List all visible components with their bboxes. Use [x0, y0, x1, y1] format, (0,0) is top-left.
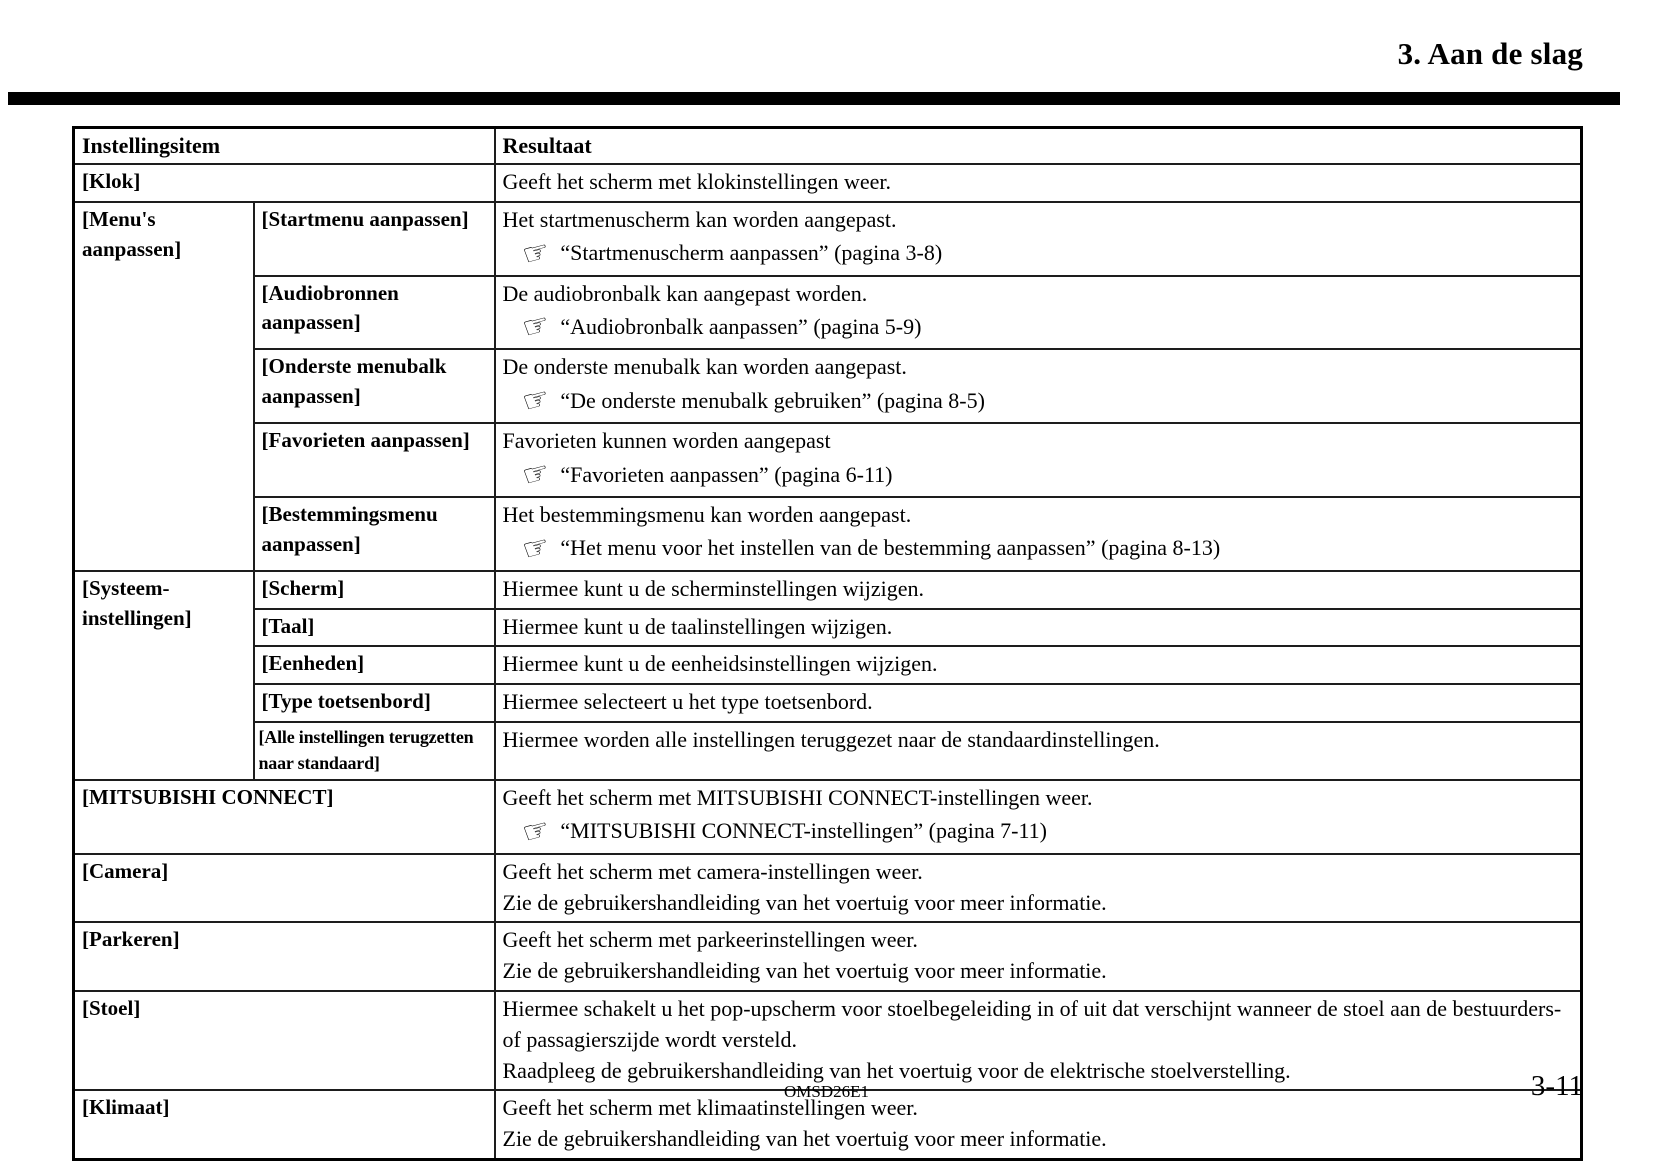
table-row: [Stoel] Hiermee schakelt u het pop-upsche… — [72, 990, 1583, 1092]
reference-text: “MITSUBISHI CONNECT-instellingen” (pagin… — [560, 818, 1047, 844]
table-row: [Parkeren] Geeft het scherm met parkeerin… — [72, 921, 1583, 993]
reference-text: “Favorieten aanpassen” (pagina 6-11) — [560, 461, 893, 487]
table-row: [Alle instellingen terugzetten naar stan… — [74, 720, 1583, 782]
result-text-line: Het startmenuscherm kan worden aangepast… — [502, 206, 897, 232]
pointing-hand-icon: ☞ — [518, 527, 554, 569]
result-text-line: Hiermee selecteert u het type toetsenbor… — [502, 689, 873, 715]
result-text-line: Hiermee schakelt u het pop-upscherm voor… — [502, 996, 1562, 1052]
reference-text: “Het menu voor het instellen van de best… — [560, 535, 1221, 561]
table-row: [MITSUBISHI CONNECT] Geeft het scherm met… — [72, 779, 1583, 855]
group-label-cell: [Systeem-instellingen] — [72, 569, 255, 782]
result-cell: Hiermee kunt u de scherminstellingen wij… — [493, 569, 1583, 610]
result-text-line: Geeft het scherm met klokinstellingen we… — [502, 169, 892, 195]
setting-item-cell: [Scherm] — [252, 569, 496, 610]
result-text-line: Geeft het scherm met MITSUBISHI CONNECT-… — [502, 785, 1093, 811]
chapter-title: 3. Aan de slag — [1397, 36, 1583, 71]
result-cell: Het startmenuscherm kan worden aangepast… — [493, 200, 1583, 277]
result-cell: Geeft het scherm met camera-instellingen… — [493, 852, 1583, 924]
setting-item-cell: [Parkeren] — [72, 921, 496, 993]
setting-item-cell: [Eenheden] — [252, 645, 496, 686]
pointing-hand-icon: ☞ — [518, 232, 554, 274]
result-text-line: Zie de gebruikershandleiding van het voe… — [502, 958, 1107, 984]
result-cell: Het bestemmingsmenu kan worden aangepast… — [493, 496, 1583, 572]
table-row: [Bestemmingsmenu aanpassen] Het bestemmin… — [74, 496, 1583, 572]
result-cell: De onderste menubalk kan worden aangepas… — [493, 348, 1583, 425]
pointing-hand-icon: ☞ — [518, 454, 554, 495]
reference-text: “De onderste menubalk gebruiken” (pagina… — [560, 387, 985, 413]
result-text-line: Raadpleeg de gebruikershandleiding van h… — [502, 1057, 1291, 1083]
reference-text: “Audiobronbalk aanpassen” (pagina 5-9) — [560, 314, 922, 340]
result-text-line: Favorieten kunnen worden aangepast — [502, 428, 831, 454]
result-cell: Hiermee schakelt u het pop-upscherm voor… — [493, 990, 1583, 1092]
column-header-item: Instellingsitem — [72, 126, 496, 166]
document-code: OMSD26E1 — [783, 1082, 870, 1101]
result-text-line: Het bestemmingsmenu kan worden aangepast… — [502, 502, 912, 528]
setting-item-cell: [Bestemmingsmenu aanpassen] — [252, 496, 496, 572]
result-cell: Hiermee selecteert u het type toetsenbor… — [493, 683, 1583, 723]
page-number: 3-11 — [1530, 1070, 1583, 1102]
result-text-line: Geeft het scherm met camera-instellingen… — [502, 858, 923, 884]
reference-line: ☞ “Audiobronbalk aanpassen” (pagina 5-9) — [503, 306, 1574, 348]
table-row: [Eenheden] Hiermee kunt u de eenheidsinst… — [74, 645, 1583, 686]
setting-item-cell: [Startmenu aanpassen] — [252, 200, 496, 277]
result-cell: Hiermee kunt u de eenheidsinstellingen w… — [493, 645, 1583, 686]
setting-item-cell: [Klimaat] — [72, 1089, 496, 1161]
reference-line: ☞ “Het menu voor het instellen van de bes… — [503, 527, 1574, 569]
pointing-hand-icon: ☞ — [518, 811, 554, 852]
result-cell: Geeft het scherm met MITSUBISHI CONNECT-… — [493, 779, 1583, 855]
reference-line: ☞ “Favorieten aanpassen” (pagina 6-11) — [503, 454, 1574, 495]
pointing-hand-icon: ☞ — [518, 380, 554, 422]
setting-item-cell: [Favorieten aanpassen] — [252, 422, 496, 499]
result-text-line: Hiermee kunt u de eenheidsinstellingen w… — [502, 651, 938, 677]
group-label-cell: [Menu's aanpassen] — [72, 200, 255, 572]
table-row: [Onderste menubalk aanpassen] De onderste… — [74, 348, 1583, 425]
result-cell: Geeft het scherm met klokinstellingen we… — [493, 163, 1583, 203]
setting-item-cell: [Klok] — [72, 163, 496, 203]
result-cell: Geeft het scherm met klimaatinstellingen… — [493, 1089, 1583, 1161]
settings-table-body: Instellingsitem Resultaat [Klok] Geeft he… — [72, 126, 1583, 1161]
result-text-line: Hiermee kunt u de taalinstellingen wijzi… — [502, 613, 893, 639]
settings-table: Instellingsitem Resultaat [Klok] Geeft he… — [72, 126, 1583, 1162]
setting-item-cell: [MITSUBISHI CONNECT] — [72, 779, 496, 855]
table-row: [Menu's aanpassen] [Startmenu aanpassen] H… — [72, 200, 1583, 572]
table-row: [Type toetsenbord] Hiermee selecteert u h… — [74, 683, 1583, 723]
result-cell: De audiobronbalk kan aangepast worden. ☞ “… — [493, 274, 1583, 351]
setting-item-cell: [Alle instellingen terugzetten naar stan… — [252, 720, 496, 782]
table-header-row: Instellingsitem Resultaat — [72, 126, 1583, 166]
result-text-line: De audiobronbalk kan aangepast worden. — [502, 280, 868, 306]
setting-item-cell: [Camera] — [72, 852, 496, 924]
result-cell: Hiermee kunt u de taalinstellingen wijzi… — [493, 607, 1583, 648]
reference-line: ☞ “De onderste menubalk gebruiken” (pagin… — [503, 380, 1574, 422]
result-cell: Favorieten kunnen worden aangepast ☞ “Favo… — [493, 422, 1583, 499]
chapter-divider-bar — [8, 92, 1620, 105]
table-row: [Audiobronnen aanpassen] De audiobronbalk… — [74, 274, 1583, 351]
result-text-line: Hiermee kunt u de scherminstellingen wij… — [502, 575, 925, 601]
table-row: [Systeem-instellingen] [Scherm] Hiermee ku… — [72, 569, 1583, 782]
result-text-line: Zie de gebruikershandleiding van het voe… — [502, 1126, 1107, 1152]
table-row: [Klok] Geeft het scherm met klokinstellin… — [72, 163, 1583, 203]
table-row: [Klimaat] Geeft het scherm met klimaatins… — [72, 1089, 1583, 1161]
setting-item-cell: [Audiobronnen aanpassen] — [252, 274, 496, 351]
result-text-line: Hiermee worden alle instellingen terugge… — [502, 727, 1160, 752]
column-header-result: Resultaat — [493, 126, 1583, 166]
result-text-line: Zie de gebruikershandleiding van het voe… — [502, 889, 1107, 915]
setting-item-cell: [Type toetsenbord] — [252, 683, 496, 723]
reference-line: ☞ “MITSUBISHI CONNECT-instellingen” (pagi… — [503, 811, 1574, 852]
setting-item-cell: [Onderste menubalk aanpassen] — [252, 348, 496, 425]
table-row: [Favorieten aanpassen] Favorieten kunnen … — [74, 422, 1583, 499]
result-cell: Geeft het scherm met parkeerinstellingen… — [493, 921, 1583, 993]
reference-text: “Startmenuscherm aanpassen” (pagina 3-8) — [560, 240, 943, 266]
result-cell: Hiermee worden alle instellingen terugge… — [493, 720, 1583, 782]
reference-line: ☞ “Startmenuscherm aanpassen” (pagina 3-8… — [503, 232, 1574, 274]
pointing-hand-icon: ☞ — [518, 306, 554, 348]
result-text-line: De onderste menubalk kan worden aangepas… — [502, 354, 907, 380]
result-text-line: Geeft het scherm met parkeerinstellingen… — [502, 927, 918, 953]
setting-item-cell: [Stoel] — [72, 990, 496, 1092]
table-row: [Camera] Geeft het scherm met camera-inst… — [72, 852, 1583, 924]
table-row: [Taal] Hiermee kunt u de taalinstellingen… — [74, 607, 1583, 648]
setting-item-cell: [Taal] — [252, 607, 496, 648]
result-text-line: Geeft het scherm met klimaatinstellingen… — [502, 1095, 918, 1121]
